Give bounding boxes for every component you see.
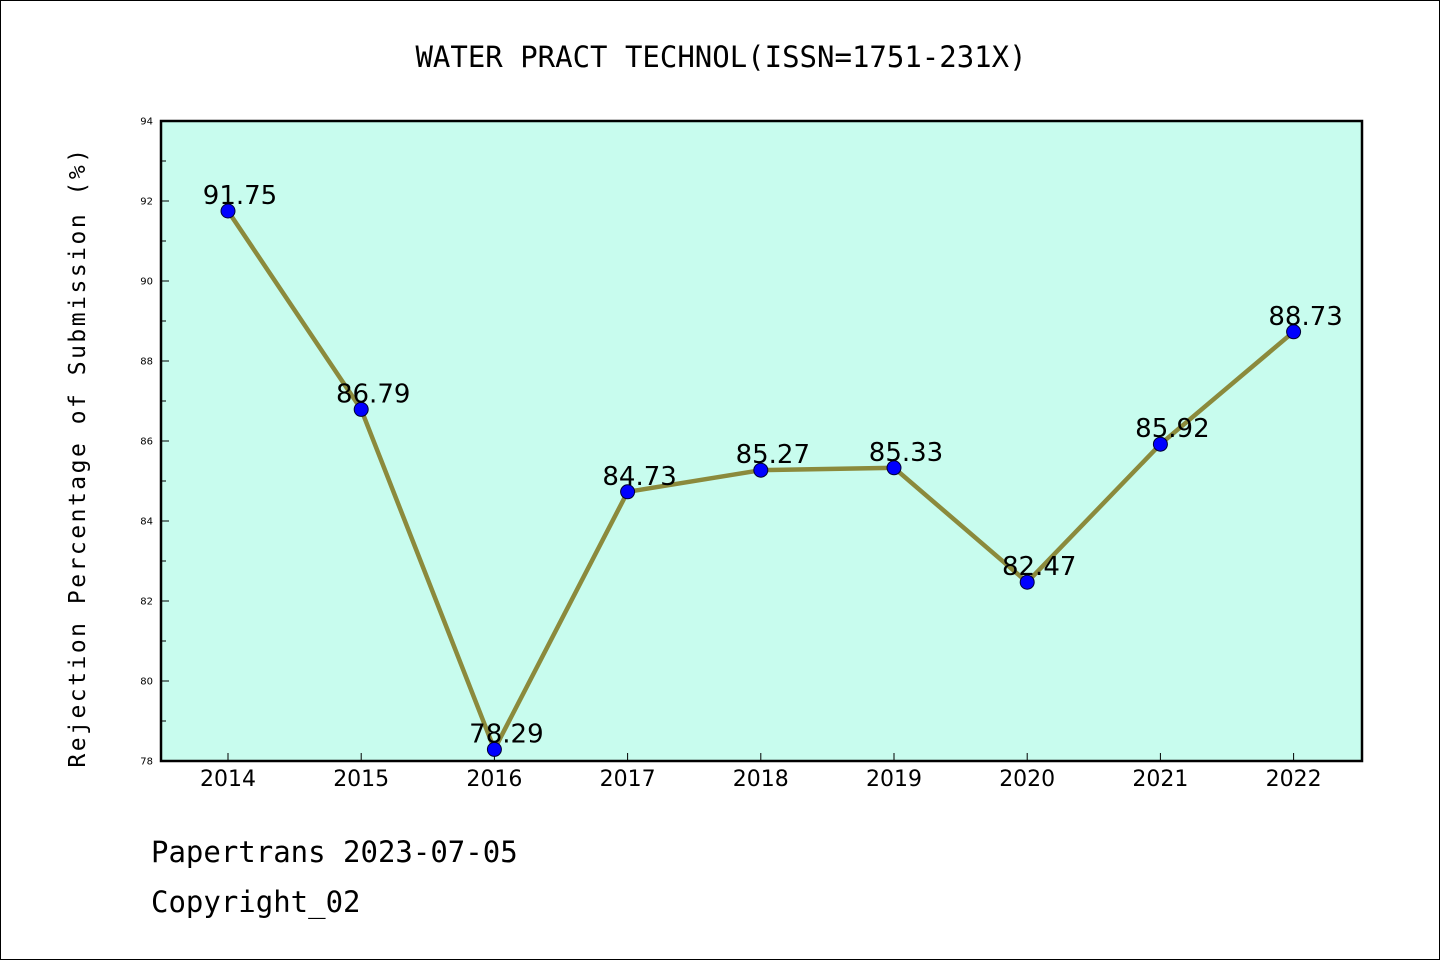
y-tick-label: 88: [140, 357, 153, 368]
data-point-marker: [753, 462, 769, 478]
y-tick-label: 80: [140, 677, 153, 688]
data-label: 84.73: [602, 462, 676, 492]
data-point-marker: [1019, 574, 1035, 590]
x-axis: 2014 2015 2016 2017 2018 2019 2020 2021 2022: [200, 753, 1322, 792]
data-label: 85.92: [1135, 414, 1209, 444]
data-label: 88.73: [1268, 302, 1342, 332]
x-tick-label: 2019: [866, 767, 922, 792]
data-point-marker: [220, 203, 236, 219]
x-tick-label: 2017: [600, 767, 656, 792]
chart-title: WATER PRACT TECHNOL(ISSN=1751-231X): [415, 40, 1026, 74]
data-label: 78.29: [469, 719, 543, 749]
footer-date: Papertrans 2023-07-05: [151, 835, 518, 869]
data-point-marker: [886, 460, 902, 476]
data-point-marker: [1152, 436, 1168, 452]
x-tick-label: 2015: [333, 767, 389, 792]
y-axis: 78 80 82 84 86 88 90 92 94: [140, 117, 169, 768]
footer-copyright: Copyright_02: [151, 885, 361, 919]
data-label: 85.33: [869, 438, 943, 468]
data-label: 85.27: [736, 440, 810, 470]
data-label: 82.47: [1002, 552, 1076, 582]
data-point-marker: [1286, 324, 1302, 340]
y-tick-label: 82: [140, 597, 153, 608]
x-tick-label: 2014: [200, 767, 256, 792]
data-point-marker: [620, 484, 636, 500]
data-label-group: 91.75 86.79 78.29 84.73 85.27 85.33 82.47 85.92…: [203, 181, 1343, 749]
y-tick-label: 84: [140, 517, 153, 528]
x-tick-label: 2022: [1266, 767, 1322, 792]
y-tick-label: 90: [140, 277, 153, 288]
data-label: 91.75: [203, 181, 277, 211]
y-tick-label: 86: [140, 437, 153, 448]
data-label: 86.79: [336, 379, 410, 409]
data-point-marker: [353, 401, 369, 417]
marker-group: [220, 203, 1302, 757]
data-point-marker: [486, 741, 502, 757]
y-tick-label: 78: [140, 757, 153, 768]
x-tick-label: 2021: [1132, 767, 1188, 792]
y-axis-label: Rejection Percentage of Submission (%): [65, 146, 91, 767]
x-tick-label: 2020: [999, 767, 1055, 792]
x-tick-label: 2018: [733, 767, 789, 792]
y-tick-label: 94: [140, 117, 153, 128]
x-tick-label: 2016: [466, 767, 522, 792]
y-tick-label: 92: [140, 197, 153, 208]
